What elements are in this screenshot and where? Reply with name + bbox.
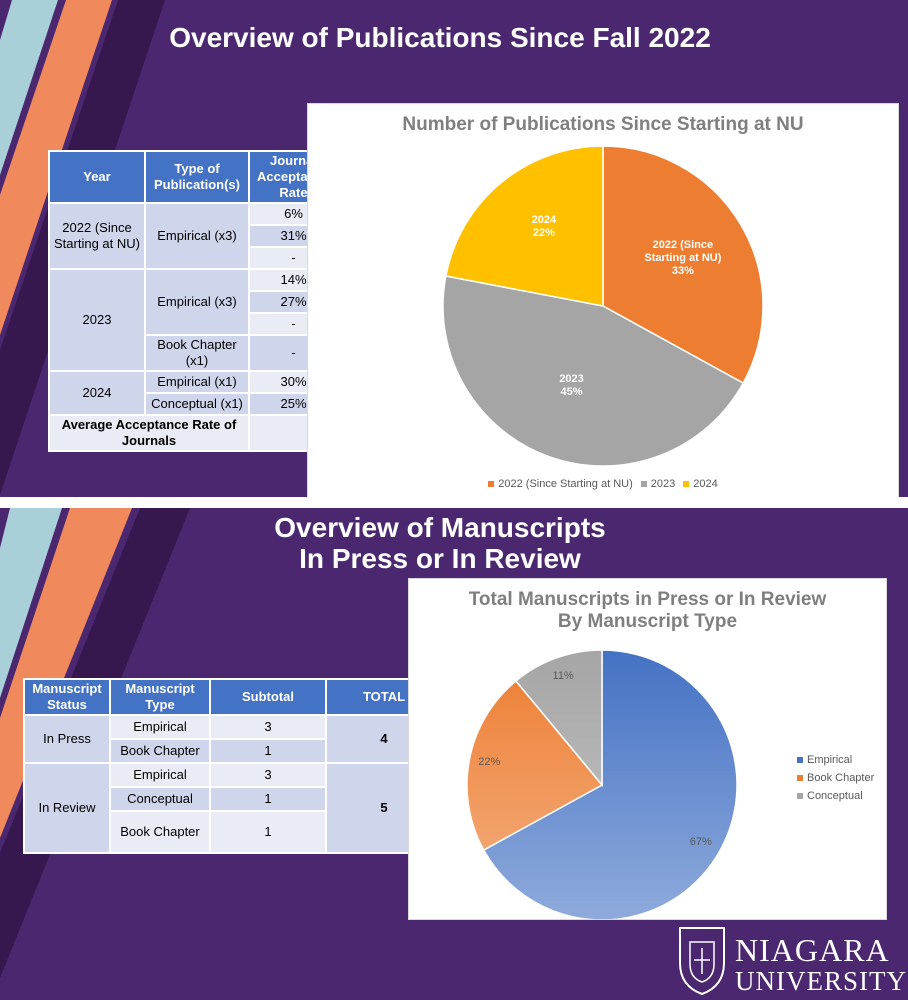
title-line: Number of Publications Since Starting at… [402,114,804,135]
type-cell: Empirical (x3) [144,202,250,270]
legend-label: 2023 [650,478,676,490]
label-value: 11% [552,670,574,683]
data-label: 11% [513,670,613,683]
legend-swatch [683,481,690,488]
legend-swatch [797,793,803,800]
status-cell: In Review [23,762,111,854]
title-line: By Manuscript Type [557,611,738,632]
legend-item: 2024 [683,478,718,490]
year-cell: 2022 (Since Starting at NU) [48,202,146,270]
label-value: 67% [689,836,712,849]
pie-slice [444,145,604,307]
pie-slice [442,275,745,467]
label-value: 22% [532,227,555,240]
legend-label: 2022 (Since Starting at NU) [498,478,633,490]
type-cell: Empirical (x3) [144,268,250,336]
subtotal-cell: 1 [209,786,327,812]
logo-crest [679,927,725,996]
logo-text: UNIVERSITY [735,966,907,996]
pie-chart [442,145,764,467]
title-line: Total Manuscripts in Press or In Review [468,589,827,610]
type-cell: Book Chapter [109,810,211,854]
label-value: 45% [560,386,583,399]
data-label: 2023 45% [522,373,622,399]
logo-text: NIAGARA [735,932,890,968]
legend-label: Conceptual [807,790,863,802]
table-row: In Review Empirical 3 5 [23,762,443,854]
legend: Empirical Book Chapter Conceptual [797,751,874,805]
legend-swatch [488,481,495,488]
slide-title: Overview of Publications Since Fall 2022 [169,22,711,53]
table: Manuscript Status Manuscript Type Subtotal… [23,678,443,854]
data-label: 2022 (Since Starting at NU) 33% [633,239,733,278]
header-cell: Type of Publication(s) [144,150,250,204]
header-row: Manuscript Status Manuscript Type Subtotal… [23,678,443,716]
label-category: 2023 [559,373,584,386]
legend-item: Book Chapter [797,769,874,787]
subtotal-cell: 3 [209,762,327,788]
table-row: In Press Empirical 3 4 [23,714,443,764]
subtotal-cell: 1 [209,810,327,854]
title-line: In Press or In Review [299,543,581,574]
slide: Overview of Manuscripts In Press or In R… [0,508,908,1000]
average-label: Average Acceptance Rate of Journals [48,414,250,452]
title-line: Overview of Manuscripts [274,512,606,543]
data-label: 67% [651,836,751,849]
chart-panel: Number of Publications Since Starting at… [307,103,899,497]
type-cell: Book Chapter (x1) [144,334,250,372]
legend-item: 2022 (Since Starting at NU) [488,478,633,490]
header-cell: Year [48,150,146,204]
subtotal-cell: 1 [209,738,327,764]
legend: 2022 (Since Starting at NU) 2023 2024 [308,478,898,490]
slide-title: Overview of Manuscripts In Press or In R… [0,512,880,574]
legend-swatch [640,481,647,488]
year-cell: 2023 [48,268,146,372]
label-category: 2024 [531,214,557,227]
legend-label: Book Chapter [807,772,875,784]
table-row: Conceptual 1 [24,786,442,812]
year-cell: 2024 [48,370,146,416]
label-value: 22% [478,756,501,769]
slide: Overview of Publications Since Fall 2022… [0,0,908,497]
type-cell: Empirical (x1) [144,370,250,394]
header-cell: Manuscript Status [23,678,111,716]
table-row: Book Chapter 1 [24,810,442,854]
data-label: 2024 22% [494,214,594,240]
data-label: 22% [439,756,539,769]
subtotal-cell: 3 [209,714,327,740]
shading [467,650,737,919]
table-row: Book Chapter 1 [24,738,442,764]
legend-item: Conceptual [797,787,874,805]
table-row: Book Chapter (x1) - [49,334,434,372]
header-cell: Manuscript Type [109,678,211,716]
label-category: 2022 (Since Starting at NU) [644,238,722,264]
status-cell: In Press [23,714,111,764]
legend-swatch [797,775,803,782]
legend-label: 2024 [693,478,718,490]
legend-label: Empirical [807,754,853,766]
type-cell: Book Chapter [109,738,211,764]
type-cell: Empirical [109,762,211,788]
pie-chart [466,649,738,919]
legend-item: 2023 [640,478,676,490]
type-cell: Empirical [109,714,211,740]
chart-panel: Total Manuscripts in Press or In Review B… [408,578,887,920]
label-value: 33% [671,264,694,277]
chart-title: Total Manuscripts in Press or In Review B… [409,589,886,633]
header-cell: Subtotal [209,678,327,716]
type-cell: Conceptual [109,786,211,812]
legend-item: Empirical [797,751,874,769]
chart-title: Number of Publications Since Starting at… [308,114,898,136]
pie-slice [602,145,764,385]
legend-swatch [797,757,803,764]
type-cell: Conceptual (x1) [144,392,250,416]
